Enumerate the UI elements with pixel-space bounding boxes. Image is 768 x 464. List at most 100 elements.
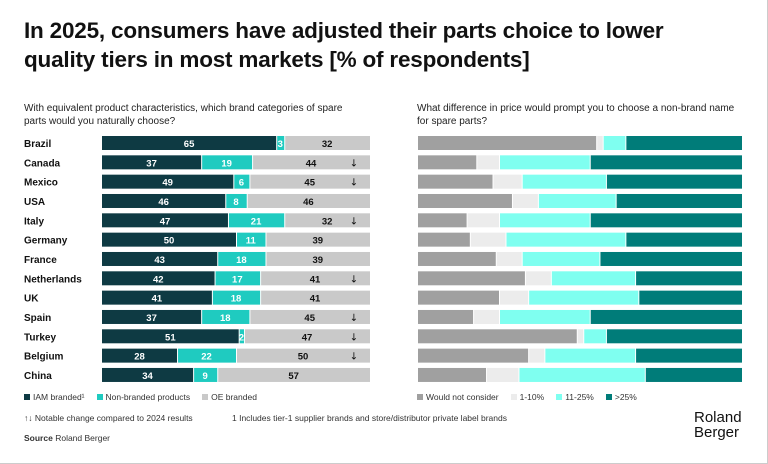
bar-segment xyxy=(418,213,467,228)
category-label: Canada xyxy=(24,158,61,169)
bar-segment xyxy=(250,174,370,189)
bar-segment xyxy=(418,136,597,150)
bar-segment xyxy=(529,290,639,305)
data-label: 57 xyxy=(288,371,299,382)
source-label: Source xyxy=(24,433,53,443)
legend-swatch xyxy=(24,394,30,400)
footnote: 1 Includes tier-1 supplier brands and st… xyxy=(232,413,507,423)
bar-segment xyxy=(606,329,742,344)
data-label: 32 xyxy=(322,216,333,227)
legend-swatch xyxy=(202,394,209,400)
bar-segment xyxy=(253,155,370,170)
bar-segment xyxy=(645,367,742,382)
bar-segment xyxy=(261,271,370,286)
source-line: Source Roland Berger xyxy=(24,433,110,444)
data-label: 50 xyxy=(164,236,175,247)
legend-swatch xyxy=(417,394,423,400)
data-label: 45 xyxy=(304,313,315,324)
change-arrow: ↓ xyxy=(350,352,358,363)
bar-segment xyxy=(102,213,228,228)
legend-label: 11-25% xyxy=(565,392,594,402)
category-label: France xyxy=(24,255,57,266)
bar-segment xyxy=(418,193,512,208)
data-label: 18 xyxy=(220,313,231,324)
data-label: 45 xyxy=(304,178,315,189)
data-label: 43 xyxy=(154,255,165,266)
source-text: Roland Berger xyxy=(55,433,111,443)
change-arrow: ↓ xyxy=(350,216,358,227)
data-label: 2 xyxy=(239,332,244,343)
category-label: Turkey xyxy=(24,332,56,343)
bar-segment xyxy=(600,251,742,266)
left-chart-subtitle: With equivalent product characteristics,… xyxy=(24,103,343,127)
change-arrow: ↓ xyxy=(350,313,358,324)
legend-swatch xyxy=(556,394,563,400)
legend-label: >25% xyxy=(614,392,637,402)
bar-segment xyxy=(202,309,250,324)
bar-segment xyxy=(102,232,236,247)
legend-item: Non-branded products xyxy=(96,391,191,403)
data-label: 41 xyxy=(310,294,321,305)
legend-label: Non-branded products xyxy=(105,392,191,402)
data-label: 9 xyxy=(203,371,208,382)
bar-segment xyxy=(500,213,590,228)
category-label: USA xyxy=(24,197,45,208)
bar-segment xyxy=(418,367,487,382)
data-label: 51 xyxy=(165,332,176,343)
bar-segment xyxy=(285,136,370,150)
bar-segment xyxy=(245,329,370,344)
page-title: In 2025, consumers have adjusted their p… xyxy=(24,18,664,72)
bar-segment xyxy=(202,155,253,170)
data-label: 46 xyxy=(158,197,169,208)
data-label: 41 xyxy=(310,274,321,285)
bar-segment xyxy=(226,193,247,208)
bar-segment xyxy=(512,193,538,208)
bar-segment xyxy=(102,309,202,324)
data-label: 34 xyxy=(142,371,153,382)
bar-segment xyxy=(500,155,590,170)
right-legend: Would not consider 1-10% 11-25% >25% xyxy=(417,391,637,403)
data-label: 8 xyxy=(233,197,238,208)
data-label: 18 xyxy=(236,255,247,266)
bar-segment xyxy=(418,232,470,247)
data-label: 28 xyxy=(134,352,145,363)
data-label: 39 xyxy=(312,236,323,247)
category-label: Germany xyxy=(24,236,68,247)
change-arrow: ↓ xyxy=(350,332,358,343)
bar-segment xyxy=(639,290,742,305)
data-label: 39 xyxy=(312,255,323,266)
category-label: UK xyxy=(24,294,39,305)
data-label: 49 xyxy=(162,178,173,189)
data-label: 46 xyxy=(303,197,314,208)
bar-segment xyxy=(493,174,522,189)
bar-segment xyxy=(102,367,194,382)
data-label: 11 xyxy=(246,236,257,247)
bar-segment xyxy=(626,232,742,247)
bar-segment xyxy=(215,271,261,286)
bar-segment xyxy=(525,271,551,286)
bar-segment xyxy=(266,251,370,266)
data-label: 41 xyxy=(152,294,163,305)
legend-swatch xyxy=(96,394,103,400)
bar-segment xyxy=(102,174,234,189)
legend-swatch xyxy=(605,394,612,400)
bar-segment xyxy=(590,155,742,170)
legend-item: 1-10% xyxy=(510,391,544,403)
legend-label: OE branded xyxy=(211,392,257,402)
bar-segment xyxy=(418,348,529,363)
legend-label: IAM branded¹ xyxy=(33,392,85,402)
bar-segment xyxy=(616,193,742,208)
bar-segment xyxy=(551,271,636,286)
bar-segment xyxy=(590,309,742,324)
bar-segment xyxy=(266,232,370,247)
bar-segment xyxy=(102,290,212,305)
category-label: Belgium xyxy=(24,352,64,363)
bar-segment xyxy=(102,348,178,363)
bar-segment xyxy=(500,290,529,305)
roland-berger-logo: Roland Berger xyxy=(694,410,742,440)
bar-segment xyxy=(102,251,218,266)
bar-segment xyxy=(102,271,215,286)
right-stacked-bar-chart xyxy=(418,136,742,382)
category-label: Brazil xyxy=(24,139,51,150)
